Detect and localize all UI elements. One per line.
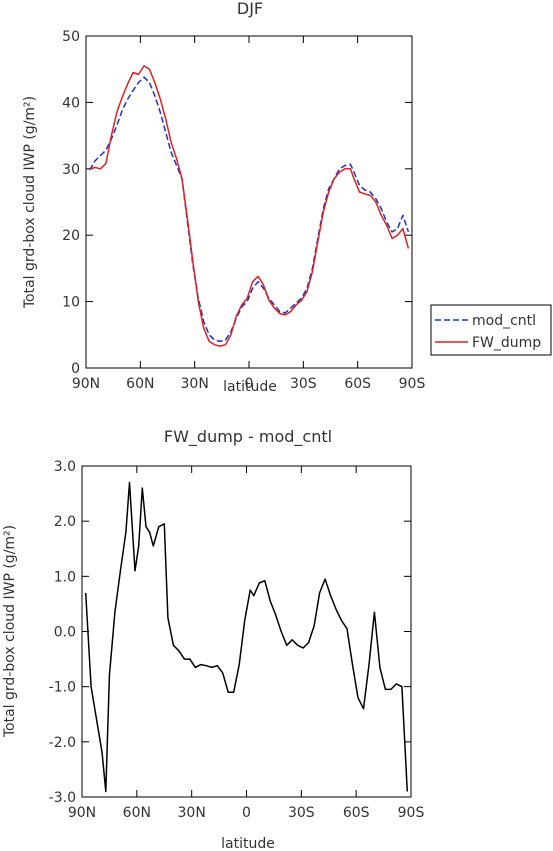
- bottom-x-tick-label: 90S: [398, 805, 425, 821]
- bottom-series-lines: [84, 481, 409, 793]
- top-y-tick-label: 40: [62, 95, 80, 111]
- top-y-tick-label: 30: [62, 162, 80, 178]
- legend-box: [430, 304, 552, 356]
- bottom-y-tick-label: 0.0: [54, 625, 76, 641]
- bottom-y-ticks: -3.0 -2.0 -1.0 0.0 1.0 2.0 3.0: [49, 459, 411, 806]
- bottom-x-tick-label: 60N: [123, 805, 151, 821]
- top-x-tick-label: 90N: [72, 376, 100, 392]
- bottom-y-tick-label: -1.0: [49, 680, 76, 696]
- bottom-y-tick-label: -3.0: [49, 790, 76, 806]
- top-y-tick-label: 0: [71, 361, 80, 377]
- top-y-tick-label: 50: [62, 29, 80, 45]
- top-chart-title: DJF: [237, 0, 263, 18]
- top-plot-frame: [85, 35, 413, 369]
- top-x-tick-label: 60S: [344, 376, 371, 392]
- bottom-chart-title: FW_dump - mod_cntl: [164, 427, 332, 447]
- top-y-ticks: 0 10 20 30 40 50: [62, 29, 412, 377]
- bottom-y-tick-label: 3.0: [54, 459, 76, 475]
- bottom-y-tick-label: 2.0: [54, 514, 76, 530]
- bottom-x-tick-label: 90N: [68, 805, 96, 821]
- legend-mod-cntl-label: mod_cntl: [472, 313, 536, 329]
- bottom-panel: FW_dump - mod_cntl -3.0 -2.0 -1.0 0.0 1.0 2.0…: [2, 427, 424, 851]
- bottom-x-tick-label: 30S: [288, 805, 315, 821]
- top-y-tick-label: 20: [62, 228, 80, 244]
- legend-fw-dump-label: FW_dump: [472, 335, 541, 351]
- bottom-x-axis-title: latitude: [221, 836, 275, 851]
- bottom-y-tick-label: -2.0: [49, 735, 76, 751]
- top-series-lines: [88, 65, 410, 347]
- top-x-tick-label: 30N: [181, 376, 209, 392]
- bottom-x-tick-label: 0: [242, 805, 251, 821]
- top-x-axis-title: latitude: [223, 379, 277, 395]
- top-x-tick-label: 90S: [399, 376, 426, 392]
- top-series-line-fw-dump: [89, 65, 410, 347]
- top-x-tick-label: 60N: [126, 376, 154, 392]
- top-y-axis-title: Total grd-box cloud IWP (g/m²): [22, 96, 38, 309]
- bottom-x-tick-label: 60S: [343, 805, 370, 821]
- bottom-x-tick-label: 30N: [178, 805, 206, 821]
- top-y-tick-label: 10: [62, 295, 80, 311]
- top-x-tick-label: 0: [245, 376, 254, 392]
- top-x-ticks: 90N 60N 30N 0 30S 60S 90S: [72, 36, 426, 392]
- bottom-y-tick-label: 1.0: [54, 569, 76, 585]
- top-x-tick-label: 30S: [290, 376, 317, 392]
- bottom-x-ticks: 90N 60N 30N 0 30S 60S 90S: [68, 466, 425, 821]
- legend: mod_cntl FW_dump: [430, 304, 552, 356]
- bottom-y-axis-title: Total grd-box cloud IWP (g/m²): [2, 525, 18, 738]
- top-panel: DJF 0 10 20 30 40 50 90N 60N 30N 0 30S 60S 90S lati…: [22, 0, 552, 395]
- bottom-series-line-difference: [84, 481, 409, 793]
- top-series-line-mod-cntl: [88, 76, 410, 343]
